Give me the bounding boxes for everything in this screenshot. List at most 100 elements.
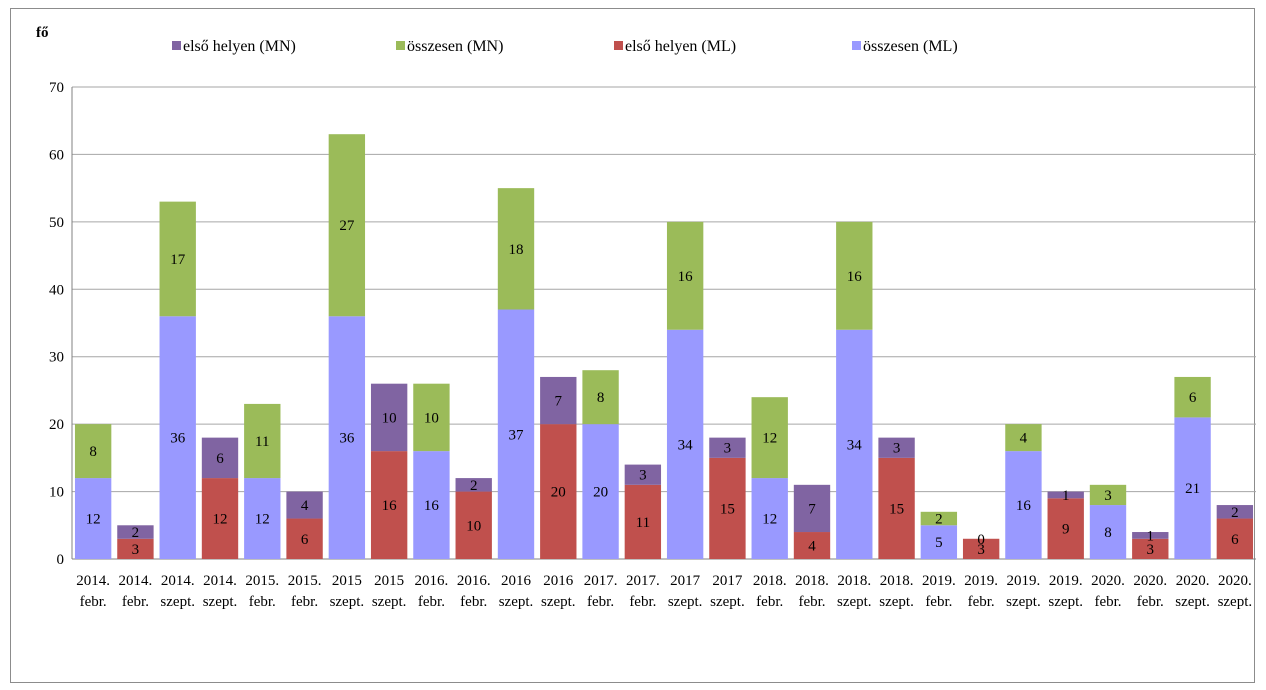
y-axis-ticks: 0 10 20 30 40 50 60 70 [49,80,64,568]
legend-label: első helyen (MN) [183,38,296,55]
x-tick-label: 2014. [76,573,110,589]
x-tick-label: szept. [879,594,914,610]
x-tick-label: febr. [249,594,276,610]
data-label: 3 [132,542,140,558]
data-label: 37 [509,427,525,443]
x-tick-label: 2020. [1176,573,1210,589]
data-label: 8 [89,444,97,460]
data-label: 7 [555,394,563,410]
bar-segment [624,484,662,559]
y-tick-label: 60 [49,147,64,163]
bar-segment [328,316,366,559]
bar-segment [1132,532,1169,539]
bar-segment [751,478,788,559]
legend-swatch [172,41,181,50]
data-label: 4 [808,539,816,555]
data-label: 27 [339,218,355,234]
bar-segment [920,511,958,526]
bar-segment [1174,417,1211,559]
y-tick-label: 20 [49,417,64,433]
bars [74,134,1254,559]
data-label: 6 [216,451,224,467]
x-tick-label: febr. [460,594,487,610]
x-tick-label: 2019. [1049,573,1083,589]
x-tick-label: szept. [1218,594,1253,610]
data-label: 4 [301,498,309,514]
bar-segment [962,538,1000,559]
x-tick-label: febr. [629,594,656,610]
data-label: 21 [1185,481,1200,497]
data-label: 10 [466,518,481,534]
data-label: 7 [808,501,816,517]
data-label: 8 [1104,525,1112,541]
bar-segment [878,457,915,559]
y-tick-label: 10 [49,485,64,501]
data-label: 16 [678,269,694,285]
data-label: 34 [847,437,863,453]
x-tick-label: 2018. [753,573,787,589]
data-label: 16 [382,498,398,514]
bar-segment [286,518,323,559]
x-tick-label: szept. [668,594,703,610]
bar-segment [286,491,323,519]
bar-segment [1047,498,1084,559]
bar-segment [582,370,619,425]
bar-segment [624,464,662,485]
x-tick-label: 2019. [1007,573,1041,589]
x-tick-label: szept. [160,594,195,610]
bar-segment [540,376,577,425]
bar-segment [455,478,492,492]
x-tick-label: 2019. [922,573,956,589]
y-tick-label: 40 [49,282,64,298]
legend-swatch [396,41,405,50]
y-tick-label: 0 [57,552,65,568]
data-label: 6 [1231,532,1239,548]
legend-swatch [614,41,623,50]
bar-segment [793,532,831,559]
bar-segment [1174,376,1211,418]
data-label: 9 [1062,522,1070,538]
data-label: 17 [170,252,186,268]
bar-segment [751,397,788,479]
bar-segment [836,329,873,559]
bar-segment [1216,505,1254,519]
bar-segment [159,201,196,317]
x-tick-label: 2015 [374,573,404,589]
x-tick-label: 2020. [1091,573,1125,589]
bar-segment [666,221,704,330]
data-label: 10 [424,410,439,426]
data-label: 2 [132,525,140,541]
data-labels: 1283236171261211643627161016101023718207… [86,218,1239,558]
x-tick-label: 2014. [161,573,195,589]
x-tick-label: 2019. [964,573,998,589]
data-label: 5 [935,535,943,551]
x-tick-label: 2018. [795,573,829,589]
data-label: 34 [678,437,694,453]
x-tick-label: febr. [80,594,107,610]
data-label: 3 [893,441,901,457]
x-tick-label: 2016 [543,573,574,589]
legend-swatch [852,41,861,50]
x-tick-label: 2016. [457,573,491,589]
data-label: 3 [724,441,732,457]
bar-segment [413,451,450,559]
bar-segment [328,134,366,317]
x-tick-label: 2020. [1218,573,1252,589]
bar-segment [413,383,450,452]
x-tick-label: febr. [798,594,825,610]
x-tick-label: 2015 [332,573,362,589]
x-tick-label: febr. [1137,594,1164,610]
data-label: 2 [470,478,478,494]
data-label: 36 [170,431,186,447]
bar-segment [74,424,112,479]
bar-segment [540,424,577,559]
data-label: 3 [1104,488,1112,504]
x-tick-label: szept. [499,594,534,610]
data-label: 16 [1016,498,1032,514]
bar-segment [244,403,281,479]
legend-label: összesen (ML) [863,38,958,55]
x-tick-label: febr. [756,594,783,610]
x-tick-label: febr. [418,594,445,610]
x-tick-label: 2014. [119,573,153,589]
data-label: 2 [935,512,943,528]
